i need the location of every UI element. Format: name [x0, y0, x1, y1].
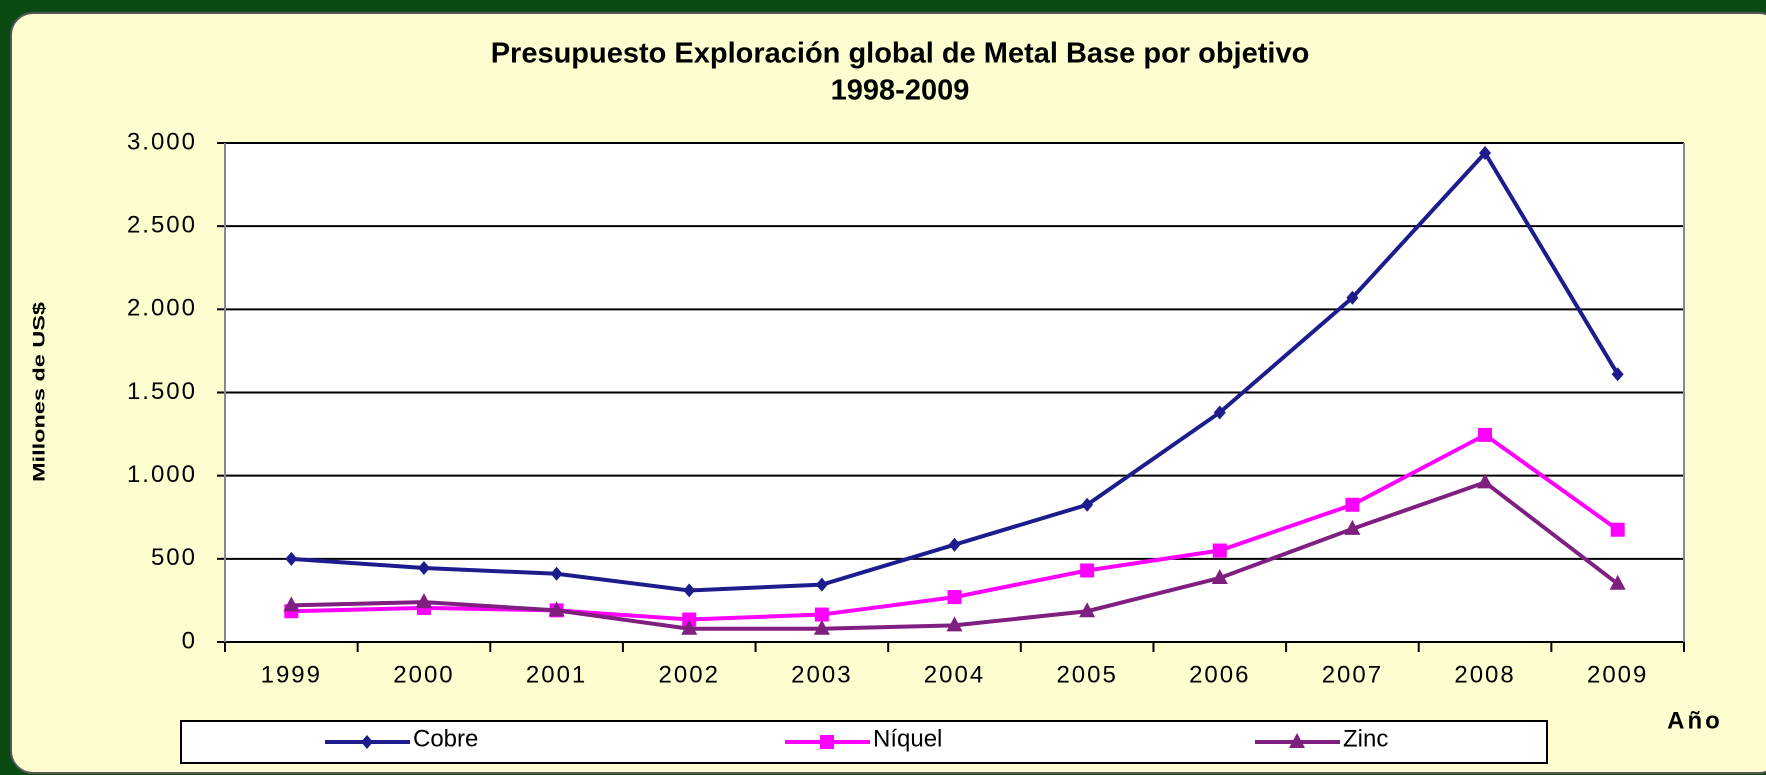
- y-tick-label: 0: [182, 627, 197, 654]
- legend-marker: [361, 735, 373, 749]
- x-tick-label: 2003: [791, 661, 852, 688]
- legend-label: Cobre: [413, 725, 478, 752]
- data-point: [550, 566, 563, 581]
- chart-title: Presupuesto Exploración global de Metal …: [491, 38, 1310, 70]
- legend-label: Zinc: [1343, 725, 1388, 752]
- x-tick-label: 1999: [261, 661, 322, 688]
- y-tick-label: 1.500: [127, 378, 197, 405]
- data-point: [1478, 427, 1493, 442]
- data-point: [814, 607, 829, 622]
- data-point: [1213, 405, 1226, 420]
- x-tick-label: 2001: [526, 661, 587, 688]
- x-tick-label: 2000: [393, 661, 454, 688]
- legend-marker: [820, 735, 834, 749]
- chart-subtitle: 1998-2009: [831, 75, 970, 107]
- y-tick-label: 2.000: [127, 295, 197, 322]
- data-point: [815, 577, 828, 592]
- data-point: [1479, 145, 1492, 160]
- x-tick-label: 2007: [1322, 661, 1383, 688]
- x-tick-label: 2006: [1189, 661, 1250, 688]
- data-point: [548, 601, 565, 617]
- data-point: [947, 590, 962, 605]
- data-point: [285, 551, 298, 566]
- data-point: [813, 619, 830, 635]
- data-point: [1345, 497, 1360, 512]
- data-point: [1081, 497, 1094, 512]
- data-point: [1080, 563, 1095, 578]
- x-tick-label: 2005: [1056, 661, 1117, 688]
- data-point: [1477, 473, 1494, 489]
- data-point: [948, 537, 961, 552]
- data-point: [946, 616, 963, 632]
- y-tick-label: 3.000: [127, 128, 197, 155]
- data-point: [1212, 543, 1227, 558]
- x-tick-label: 2008: [1454, 661, 1515, 688]
- y-tick-label: 500: [151, 544, 197, 571]
- data-point: [1609, 574, 1626, 590]
- data-point: [283, 596, 300, 612]
- data-point: [1610, 522, 1625, 537]
- x-axis-label: Año: [1667, 707, 1723, 734]
- legend-label: Níquel: [873, 725, 942, 752]
- y-tick-label: 1.000: [127, 461, 197, 488]
- data-point: [1344, 519, 1361, 535]
- data-point: [417, 560, 430, 575]
- data-point: [682, 612, 697, 627]
- data-point: [683, 583, 696, 598]
- y-axis-label: Millones de US$: [29, 301, 48, 482]
- data-point: [1611, 367, 1624, 382]
- data-point: [1211, 568, 1228, 584]
- x-tick-label: 2002: [659, 661, 720, 688]
- x-tick-label: 2009: [1587, 661, 1648, 688]
- legend-marker: [1289, 733, 1305, 748]
- data-point: [681, 619, 698, 635]
- data-point: [415, 593, 432, 609]
- data-point: [1346, 290, 1359, 305]
- data-point: [1079, 602, 1096, 618]
- x-tick-label: 2004: [924, 661, 985, 688]
- y-tick-label: 2.500: [127, 212, 197, 239]
